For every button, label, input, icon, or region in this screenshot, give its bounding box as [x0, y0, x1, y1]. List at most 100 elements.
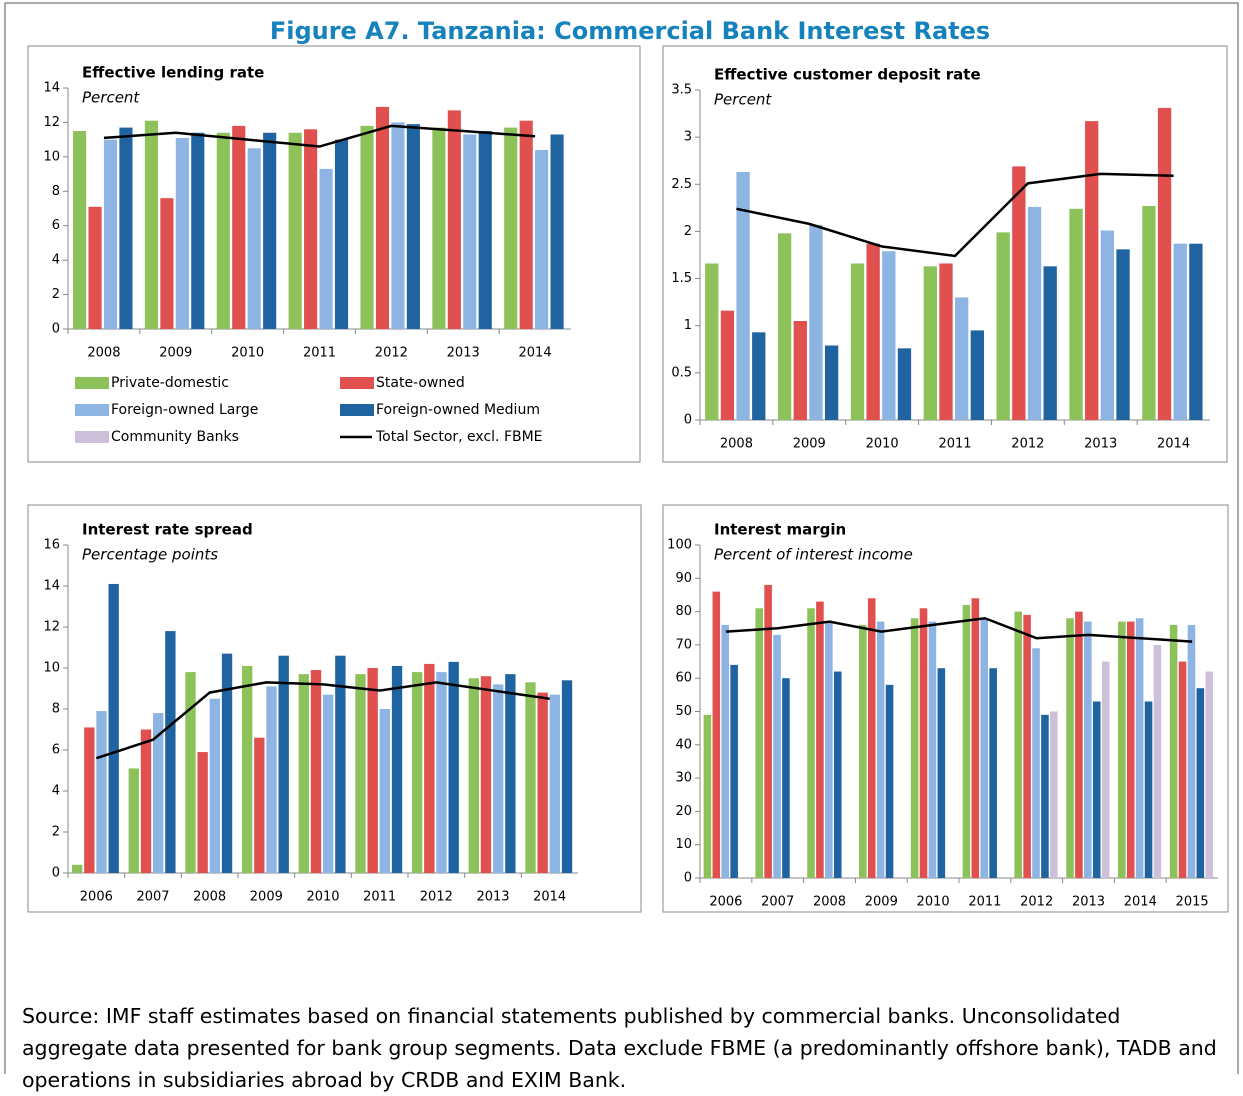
bar [216, 132, 230, 329]
bar [391, 122, 405, 329]
bar [885, 684, 894, 878]
legend-swatch [75, 377, 109, 389]
bar [278, 655, 289, 873]
bar [996, 232, 1010, 420]
bar [144, 120, 159, 329]
bar [980, 618, 989, 878]
legend-swatch [340, 404, 374, 416]
y-tick-label: 100 [667, 538, 692, 553]
bar [867, 598, 876, 878]
bar [1012, 166, 1026, 420]
bar [876, 621, 885, 878]
legend-label: Foreign-owned Medium [376, 402, 540, 418]
bar [406, 124, 420, 330]
bar [1169, 624, 1178, 878]
x-tick-label: 2010 [866, 437, 899, 452]
bar [191, 132, 205, 329]
x-tick-label: 2011 [303, 346, 336, 361]
bar [436, 672, 447, 873]
panel [662, 504, 1229, 913]
bar [375, 106, 390, 329]
bar [263, 132, 277, 329]
x-tick-label: 2011 [363, 890, 396, 905]
bar [705, 263, 719, 420]
bar [962, 604, 971, 878]
frame [4, 2, 1239, 1074]
x-tick-label: 2012 [1020, 895, 1053, 910]
bar [266, 686, 277, 873]
bar [310, 670, 322, 873]
bar [1069, 208, 1083, 420]
bar [919, 608, 928, 878]
bar [153, 713, 164, 873]
bar [334, 139, 349, 329]
bar [1173, 243, 1187, 420]
bar [1116, 249, 1130, 420]
bar [1050, 711, 1058, 878]
legend-label: Total Sector, excl. FBME [375, 429, 543, 445]
y-tick-label: 3.5 [671, 83, 692, 98]
panel [27, 45, 641, 463]
bar [1135, 618, 1144, 878]
x-tick-label: 2013 [447, 346, 480, 361]
x-tick-label: 2013 [1084, 437, 1117, 452]
bar [1126, 621, 1135, 878]
bar [254, 737, 265, 873]
bar [319, 168, 333, 329]
bar [777, 233, 792, 420]
bar [1144, 701, 1153, 878]
y-tick-label: 80 [675, 604, 692, 619]
y-tick-label: 0 [52, 322, 60, 337]
chart-title: Effective lending rate [82, 64, 264, 82]
bar [493, 684, 504, 873]
bar [712, 591, 721, 878]
bar [824, 345, 839, 420]
bar [165, 631, 176, 873]
bar [1187, 624, 1196, 878]
bar [128, 768, 139, 873]
bar [1205, 671, 1214, 878]
bar [411, 672, 423, 873]
y-tick-label: 30 [675, 771, 692, 786]
legend-swatch [75, 431, 109, 443]
bar [323, 694, 334, 873]
y-tick-label: 20 [675, 804, 692, 819]
bar [989, 668, 997, 878]
legend-label: Community Banks [111, 429, 239, 445]
bar [355, 674, 366, 873]
bar [910, 618, 919, 878]
x-tick-label: 2010 [306, 890, 339, 905]
y-tick-label: 0 [52, 866, 60, 881]
legend-swatch [340, 377, 374, 389]
x-tick-label: 2012 [420, 890, 453, 905]
bar [1092, 701, 1101, 878]
line [736, 172, 1174, 258]
bar [478, 131, 492, 329]
y-tick-label: 40 [675, 737, 692, 752]
bar [103, 139, 118, 329]
bar [970, 330, 984, 420]
x-tick-label: 2014 [1124, 895, 1157, 910]
x-tick-label: 2008 [193, 890, 226, 905]
line [103, 124, 536, 148]
bar [764, 584, 772, 878]
y-tick-label: 90 [675, 571, 692, 586]
y-tick-label: 0 [684, 871, 692, 886]
bar [866, 243, 880, 420]
bar [1032, 648, 1040, 878]
bar [88, 206, 102, 329]
y-tick-label: 0 [684, 413, 692, 428]
x-tick-label: 2006 [709, 895, 742, 910]
bar [939, 263, 953, 420]
bar [1142, 205, 1156, 420]
bar [793, 321, 807, 420]
line [725, 616, 1193, 643]
bar [367, 668, 378, 873]
bar [1157, 107, 1172, 421]
y-tick-label: 4 [52, 784, 60, 799]
x-tick-label: 2010 [917, 895, 950, 910]
x-tick-label: 2008 [813, 895, 846, 910]
y-tick-label: 10 [43, 661, 60, 676]
bar [96, 711, 107, 873]
bar [971, 598, 980, 878]
